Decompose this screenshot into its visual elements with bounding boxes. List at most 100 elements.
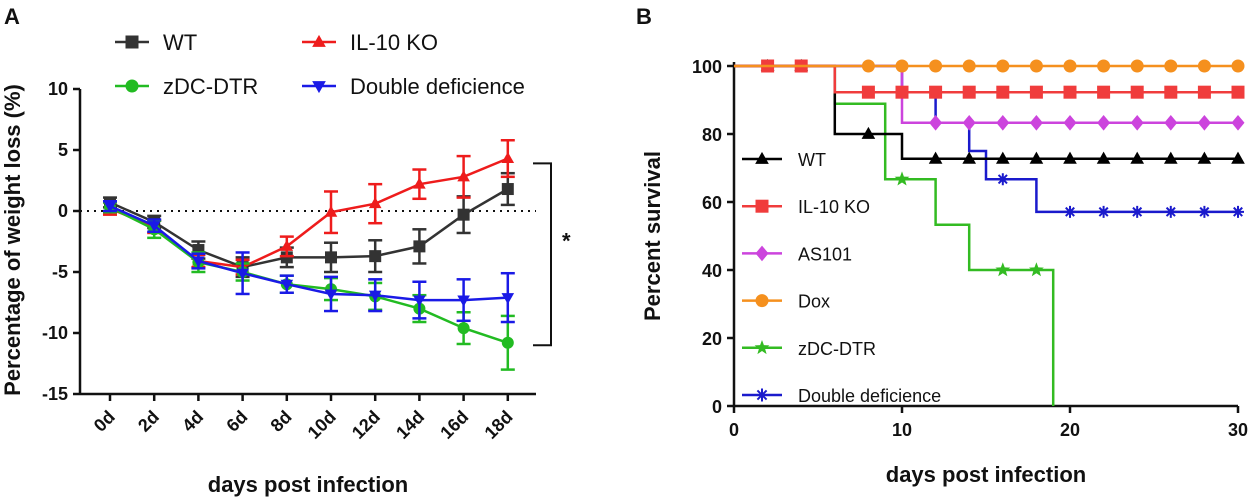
data-point xyxy=(236,268,249,280)
data-point xyxy=(928,151,943,164)
legend-label: Dox xyxy=(798,292,830,312)
data-point xyxy=(996,59,1010,73)
weight-loss-chart: 10 5 0 -5 -10 -15 0d 2d 4d 6d 8d 10d 12d 14d 16d 18d day… xyxy=(0,30,571,497)
data-point xyxy=(369,250,382,263)
data-point xyxy=(1163,151,1178,164)
data-point xyxy=(996,114,1010,131)
panel-a-label: A xyxy=(4,4,20,29)
x-tick-label: 16d xyxy=(436,407,472,443)
data-point xyxy=(995,262,1011,277)
data-point xyxy=(1231,59,1245,73)
data-point xyxy=(929,59,943,73)
x-axis-title: days post infection xyxy=(208,472,408,497)
data-point xyxy=(861,59,875,73)
y-tick-label: 100 xyxy=(692,57,722,77)
legend-label: WT xyxy=(798,150,826,170)
data-point xyxy=(413,177,426,189)
data-point xyxy=(1198,205,1211,218)
legend-marker xyxy=(755,294,769,308)
data-point xyxy=(1231,151,1245,164)
series-zdc-dtr xyxy=(103,201,515,371)
x-tick-label: 0 xyxy=(729,420,739,440)
x-tick-label: 10d xyxy=(304,407,340,443)
survival-curve xyxy=(734,64,1238,161)
data-point xyxy=(962,59,976,73)
y-axis-title: Percent survival xyxy=(640,151,665,321)
series-line xyxy=(109,204,508,302)
data-point xyxy=(1097,59,1111,73)
data-point xyxy=(1130,114,1144,131)
series-wt xyxy=(734,58,1245,164)
data-point xyxy=(861,126,876,139)
x-tick-label: 0d xyxy=(90,407,119,436)
survival-curve xyxy=(734,64,1055,406)
series-double-deficience xyxy=(103,199,515,324)
y-tick-label: -15 xyxy=(42,384,68,404)
data-point xyxy=(1231,85,1245,99)
data-point xyxy=(1197,59,1211,73)
x-tick-label: 12d xyxy=(348,407,384,443)
x-tick-label: 6d xyxy=(222,407,251,436)
data-point xyxy=(324,205,338,217)
y-tick-label: 10 xyxy=(48,79,68,99)
legend-item-wt: WT xyxy=(742,150,826,170)
significance-marker: * xyxy=(562,229,571,254)
legend-item-double-deficience: Double deficience xyxy=(742,386,941,406)
data-point xyxy=(368,197,382,209)
legend-marker xyxy=(312,81,326,94)
legend-marker xyxy=(755,388,769,402)
data-point xyxy=(325,251,337,264)
data-point xyxy=(413,240,426,253)
data-point xyxy=(192,244,205,257)
data-point xyxy=(1063,85,1077,99)
data-point xyxy=(280,239,294,251)
legend-label: AS101 xyxy=(798,244,852,264)
data-point xyxy=(1097,85,1111,99)
panel-b-label: B xyxy=(636,4,652,29)
x-tick-label: 18d xyxy=(481,407,517,443)
x-axis-title: days post infection xyxy=(886,462,1086,487)
legend-item-double-deficience: Double deficience xyxy=(302,74,525,99)
data-point xyxy=(895,59,909,73)
data-point xyxy=(962,85,976,99)
y-tick-label: -10 xyxy=(42,323,68,343)
data-point xyxy=(929,85,943,99)
survival-curve xyxy=(734,64,1238,125)
legend-item-il-10-ko: IL-10 KO xyxy=(302,30,438,55)
legend-marker xyxy=(755,199,769,213)
survival-curve xyxy=(734,64,1238,94)
data-point xyxy=(501,151,515,164)
x-tick-label: 14d xyxy=(392,407,428,443)
legend-item-il-10-ko: IL-10 KO xyxy=(742,197,870,217)
legend-label: IL-10 KO xyxy=(350,30,438,55)
y-tick-label: 0 xyxy=(712,397,722,417)
significance-bracket xyxy=(533,162,552,347)
data-point xyxy=(1131,205,1144,218)
legend-item-zdc-dtr: zDC-DTR xyxy=(742,339,876,359)
data-point xyxy=(457,295,470,307)
data-point xyxy=(147,221,161,233)
y-tick-label: 60 xyxy=(702,193,722,213)
data-point xyxy=(1164,114,1178,131)
data-point xyxy=(1063,59,1077,73)
legend-item-wt: WT xyxy=(115,30,197,55)
legend-marker xyxy=(755,151,769,164)
legend-marker xyxy=(125,79,139,93)
series-zdc-dtr xyxy=(734,64,1055,406)
data-point xyxy=(368,290,382,302)
legend-marker xyxy=(312,34,326,47)
x-tick-label: 20 xyxy=(1060,420,1080,440)
data-point xyxy=(1197,151,1212,164)
data-point xyxy=(1164,205,1177,218)
data-point xyxy=(1130,151,1145,164)
data-point xyxy=(1029,59,1043,73)
legend-item-as101: AS101 xyxy=(742,244,852,264)
y-tick-label: -5 xyxy=(52,262,68,282)
survival-curve xyxy=(734,64,1238,214)
series-dox xyxy=(734,59,1245,73)
y-tick-label: 20 xyxy=(702,329,722,349)
data-point xyxy=(1164,59,1178,73)
y-tick-label: 40 xyxy=(702,261,722,281)
y-axis-title: Percentage of weight loss (%) xyxy=(0,84,25,396)
